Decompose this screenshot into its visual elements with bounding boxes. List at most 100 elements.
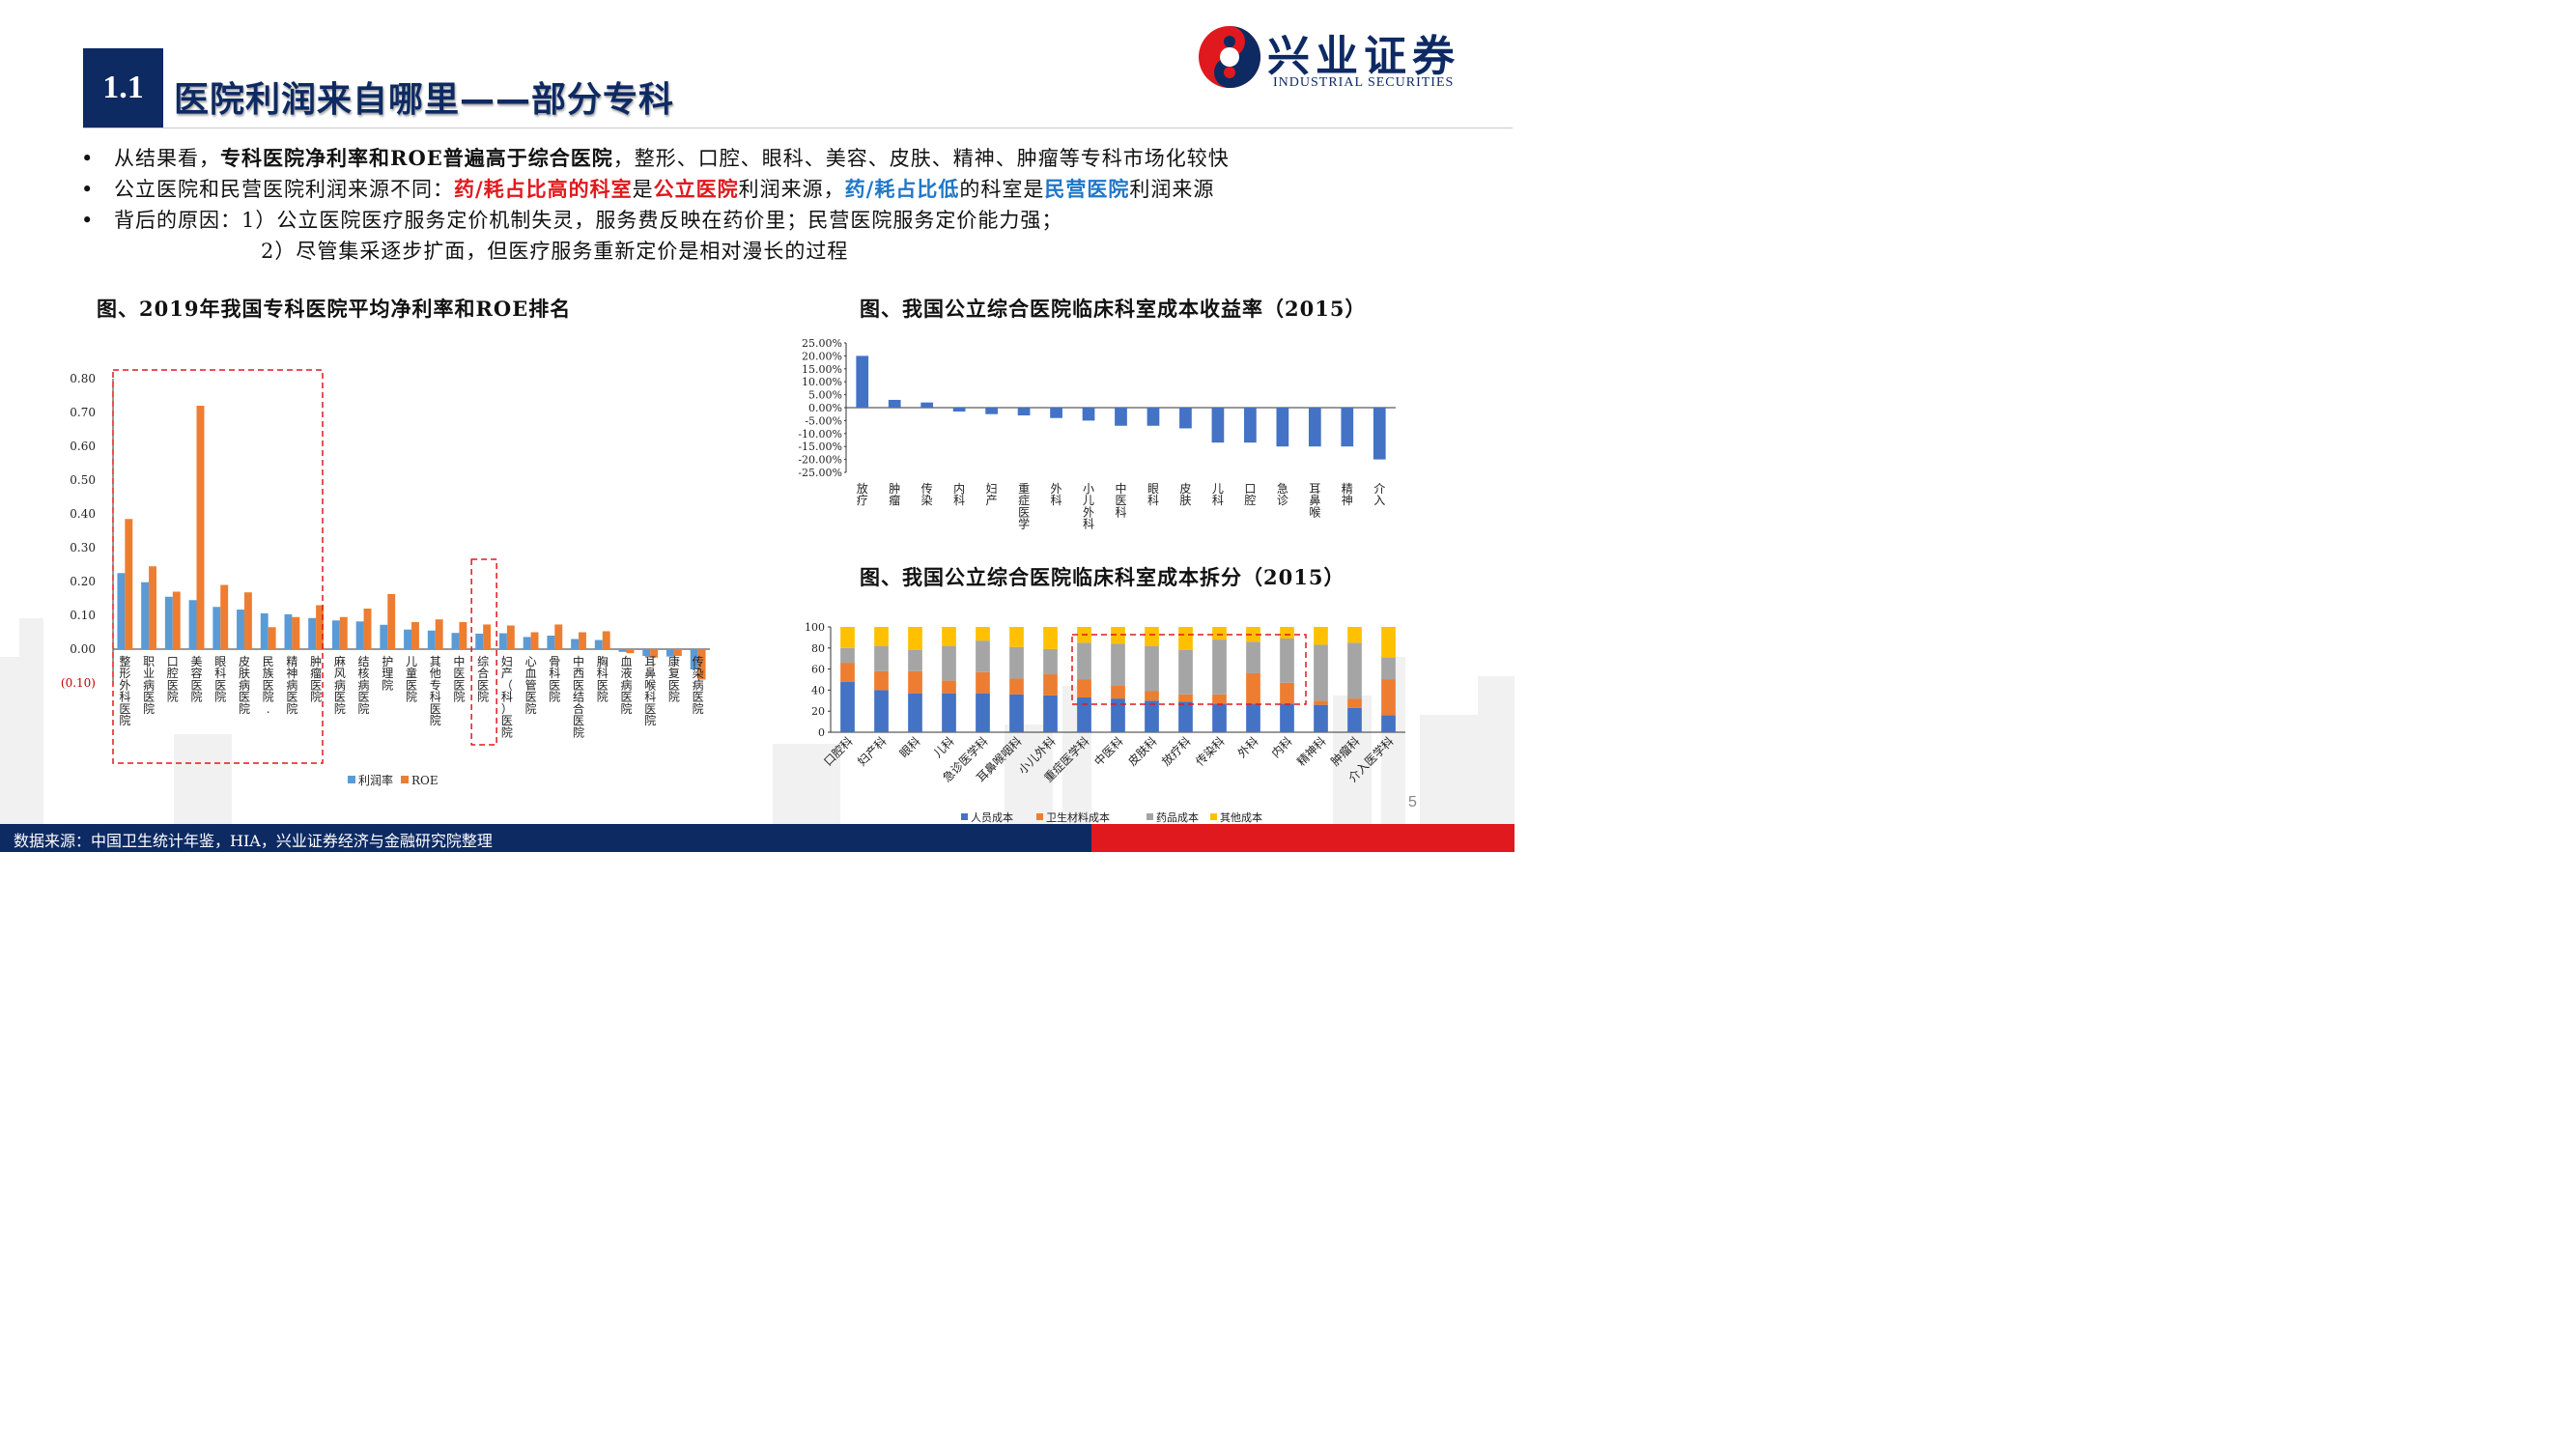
chart-3-bar-segment (908, 693, 922, 732)
chart-2-category-label: 传染 (921, 481, 933, 507)
chart-2-category-label: 急诊 (1277, 481, 1288, 507)
chart-1-bar-profit (141, 582, 150, 649)
chart-3-bar-segment (942, 693, 956, 732)
chart-1-bar-roe (579, 632, 586, 649)
chart-1-ytick-label: 0.70 (70, 406, 96, 419)
chart-1-profit-roe: (0.10) 0.00 0.10 0.20 0.30 0.40 0.50 0.60 0.70 0.… (61, 369, 710, 787)
chart-1-category-label: 结核病医院 (358, 655, 370, 716)
chart-3-bar-segment (1077, 642, 1091, 680)
chart-2-bar (952, 408, 966, 412)
chart-1-highlight-general (470, 558, 497, 746)
chart-2-cost-return-rate: 25.00%20.00%15.00%10.00%5.00%0.00%-5.00%… (798, 337, 1396, 531)
chart-2-category-label: 放疗 (857, 481, 868, 507)
chart-2-bar (1211, 408, 1225, 443)
chart-2-ytick-label: 20.00% (802, 350, 842, 362)
chart-2-ytick-label: 15.00% (802, 363, 842, 376)
footer-bar (0, 824, 1514, 852)
chart-3-bar-segment (1145, 700, 1159, 732)
chart-3-legend-label: 药品成本 (1156, 810, 1199, 824)
chart-1-bar-roe (292, 616, 300, 649)
chart-1-ytick-label: 0.00 (70, 642, 96, 656)
chart-3-bar-segment (1145, 691, 1159, 701)
bullet-3-text: 背后的原因：1）公立医院医疗服务定价机制失灵，服务费反映在药价里；民营医院服务定… (114, 209, 1063, 232)
chart-3-category-label: 中医科 (1091, 734, 1126, 769)
chart-3-bar-segment (1145, 627, 1159, 646)
chart-3-bar-segment (942, 627, 956, 646)
chart-3-ytick-label: 60 (811, 664, 825, 676)
chart-3-title: 图、我国公立综合医院临床科室成本拆分（2015） (860, 565, 1345, 589)
chart-1-bar-roe (149, 566, 156, 649)
chart-3-bar-segment (840, 647, 855, 664)
chart-2-category-label: 肿瘤 (889, 481, 900, 507)
chart-1-legend-label: ROE (411, 774, 439, 787)
chart-1-bar-roe (530, 632, 539, 649)
chart-3-category-label: 外科 (1235, 734, 1261, 760)
chart-1-bar-profit (188, 600, 197, 649)
chart-1-category-label: 精神病医院 (286, 655, 297, 716)
chart-3-highlight-box (1071, 634, 1307, 705)
chart-3-legend-label: 卫生材料成本 (1046, 810, 1110, 824)
bullet-2-text-a: 公立医院和民营医院利润来源不同： (114, 178, 454, 201)
chart-1-category-label: 美容医院 (191, 655, 203, 704)
chart-3-bar-segment (840, 627, 855, 648)
chart-2-bar (888, 399, 901, 408)
chart-1-bar-profit (618, 649, 627, 652)
chart-1-bar-profit (380, 624, 388, 649)
chart-1-bar-profit (427, 630, 436, 649)
chart-3-bar-segment (1212, 694, 1227, 704)
chart-3-ytick-label: 0 (818, 726, 825, 739)
chart-1-bar-profit (571, 639, 580, 649)
chart-3-bar-segment (1314, 644, 1328, 701)
chart-1-category-label: 整形外科医院 (119, 654, 130, 727)
chart-3-ytick-label: 80 (811, 642, 825, 655)
chart-1-bar-roe (196, 406, 205, 649)
chart-3-bar-segment (1246, 627, 1260, 642)
bullet-1-text-b: ，整形、口腔、眼科、美容、皮肤、精神、肿瘤等专科市场化较快 (612, 147, 1230, 170)
chart-1-bar-profit (475, 633, 484, 649)
chart-1-category-label: 职业病医院 (143, 655, 155, 716)
chart-1-bar-profit (523, 637, 531, 649)
chart-1-bar-roe (316, 605, 325, 649)
chart-3-category-label: 内科 (1269, 734, 1295, 760)
chart-2-bar (1146, 408, 1160, 426)
chart-3-category-label: 传染科 (1193, 734, 1228, 769)
chart-1-category-label: 肿瘤医院 (310, 654, 322, 704)
chart-3-legend-label: 人员成本 (971, 810, 1013, 824)
section-number: 1.1 (83, 48, 163, 128)
chart-3-bar-segment (1077, 697, 1091, 732)
chart-2-category-label: 妇产 (986, 482, 998, 507)
chart-3-bar-segment (1347, 698, 1362, 708)
chart-3-category-label: 皮肤科 (1125, 734, 1160, 769)
chart-1-bar-roe (363, 609, 372, 649)
chart-1-bar-profit (308, 617, 317, 649)
chart-3-bar-segment (1246, 672, 1260, 704)
chart-3-bar-segment (1009, 627, 1024, 647)
chart-3-bar-segment (874, 645, 889, 671)
chart-1-bar-roe (697, 649, 706, 680)
chart-1-legend-swatch (401, 776, 409, 783)
chart-3-bar-segment (1347, 707, 1362, 732)
chart-1-bar-roe (554, 624, 563, 649)
chart-3-bar-segment (1009, 678, 1024, 695)
bullet-3-continuation: 2）尽管集采逐步扩面，但医疗服务重新定价是相对漫长的过程 (261, 240, 849, 263)
chart-3-bar-segment (1077, 679, 1091, 698)
chart-3-bar-segment (1212, 627, 1227, 640)
chart-1-ytick-label: 0.80 (70, 372, 96, 385)
chart-2-category-label: 中医科 (1115, 481, 1126, 519)
chart-1-category-label: 胸科医院 (597, 654, 609, 704)
logo-english-name: INDUSTRIAL SECURITIES (1273, 75, 1455, 90)
chart-3-bar-segment (1043, 695, 1058, 732)
chart-2-bar (1179, 408, 1192, 429)
chart-3-bar-segment (908, 649, 922, 671)
bullet-2-text-e: 利润来源 (1129, 178, 1215, 201)
chart-2-category-label: 介入 (1373, 482, 1385, 507)
chart-2-ytick-label: -10.00% (798, 428, 842, 440)
chart-1-bar-roe (506, 625, 515, 649)
company-logo-icon (1199, 26, 1260, 88)
chart-2-bar (1341, 408, 1354, 447)
chart-3-bar-segment (1009, 646, 1024, 679)
chart-3-bar-segment (1111, 627, 1125, 644)
chart-1-bar-profit (498, 633, 507, 649)
chart-3-bar-segment (1381, 657, 1396, 680)
